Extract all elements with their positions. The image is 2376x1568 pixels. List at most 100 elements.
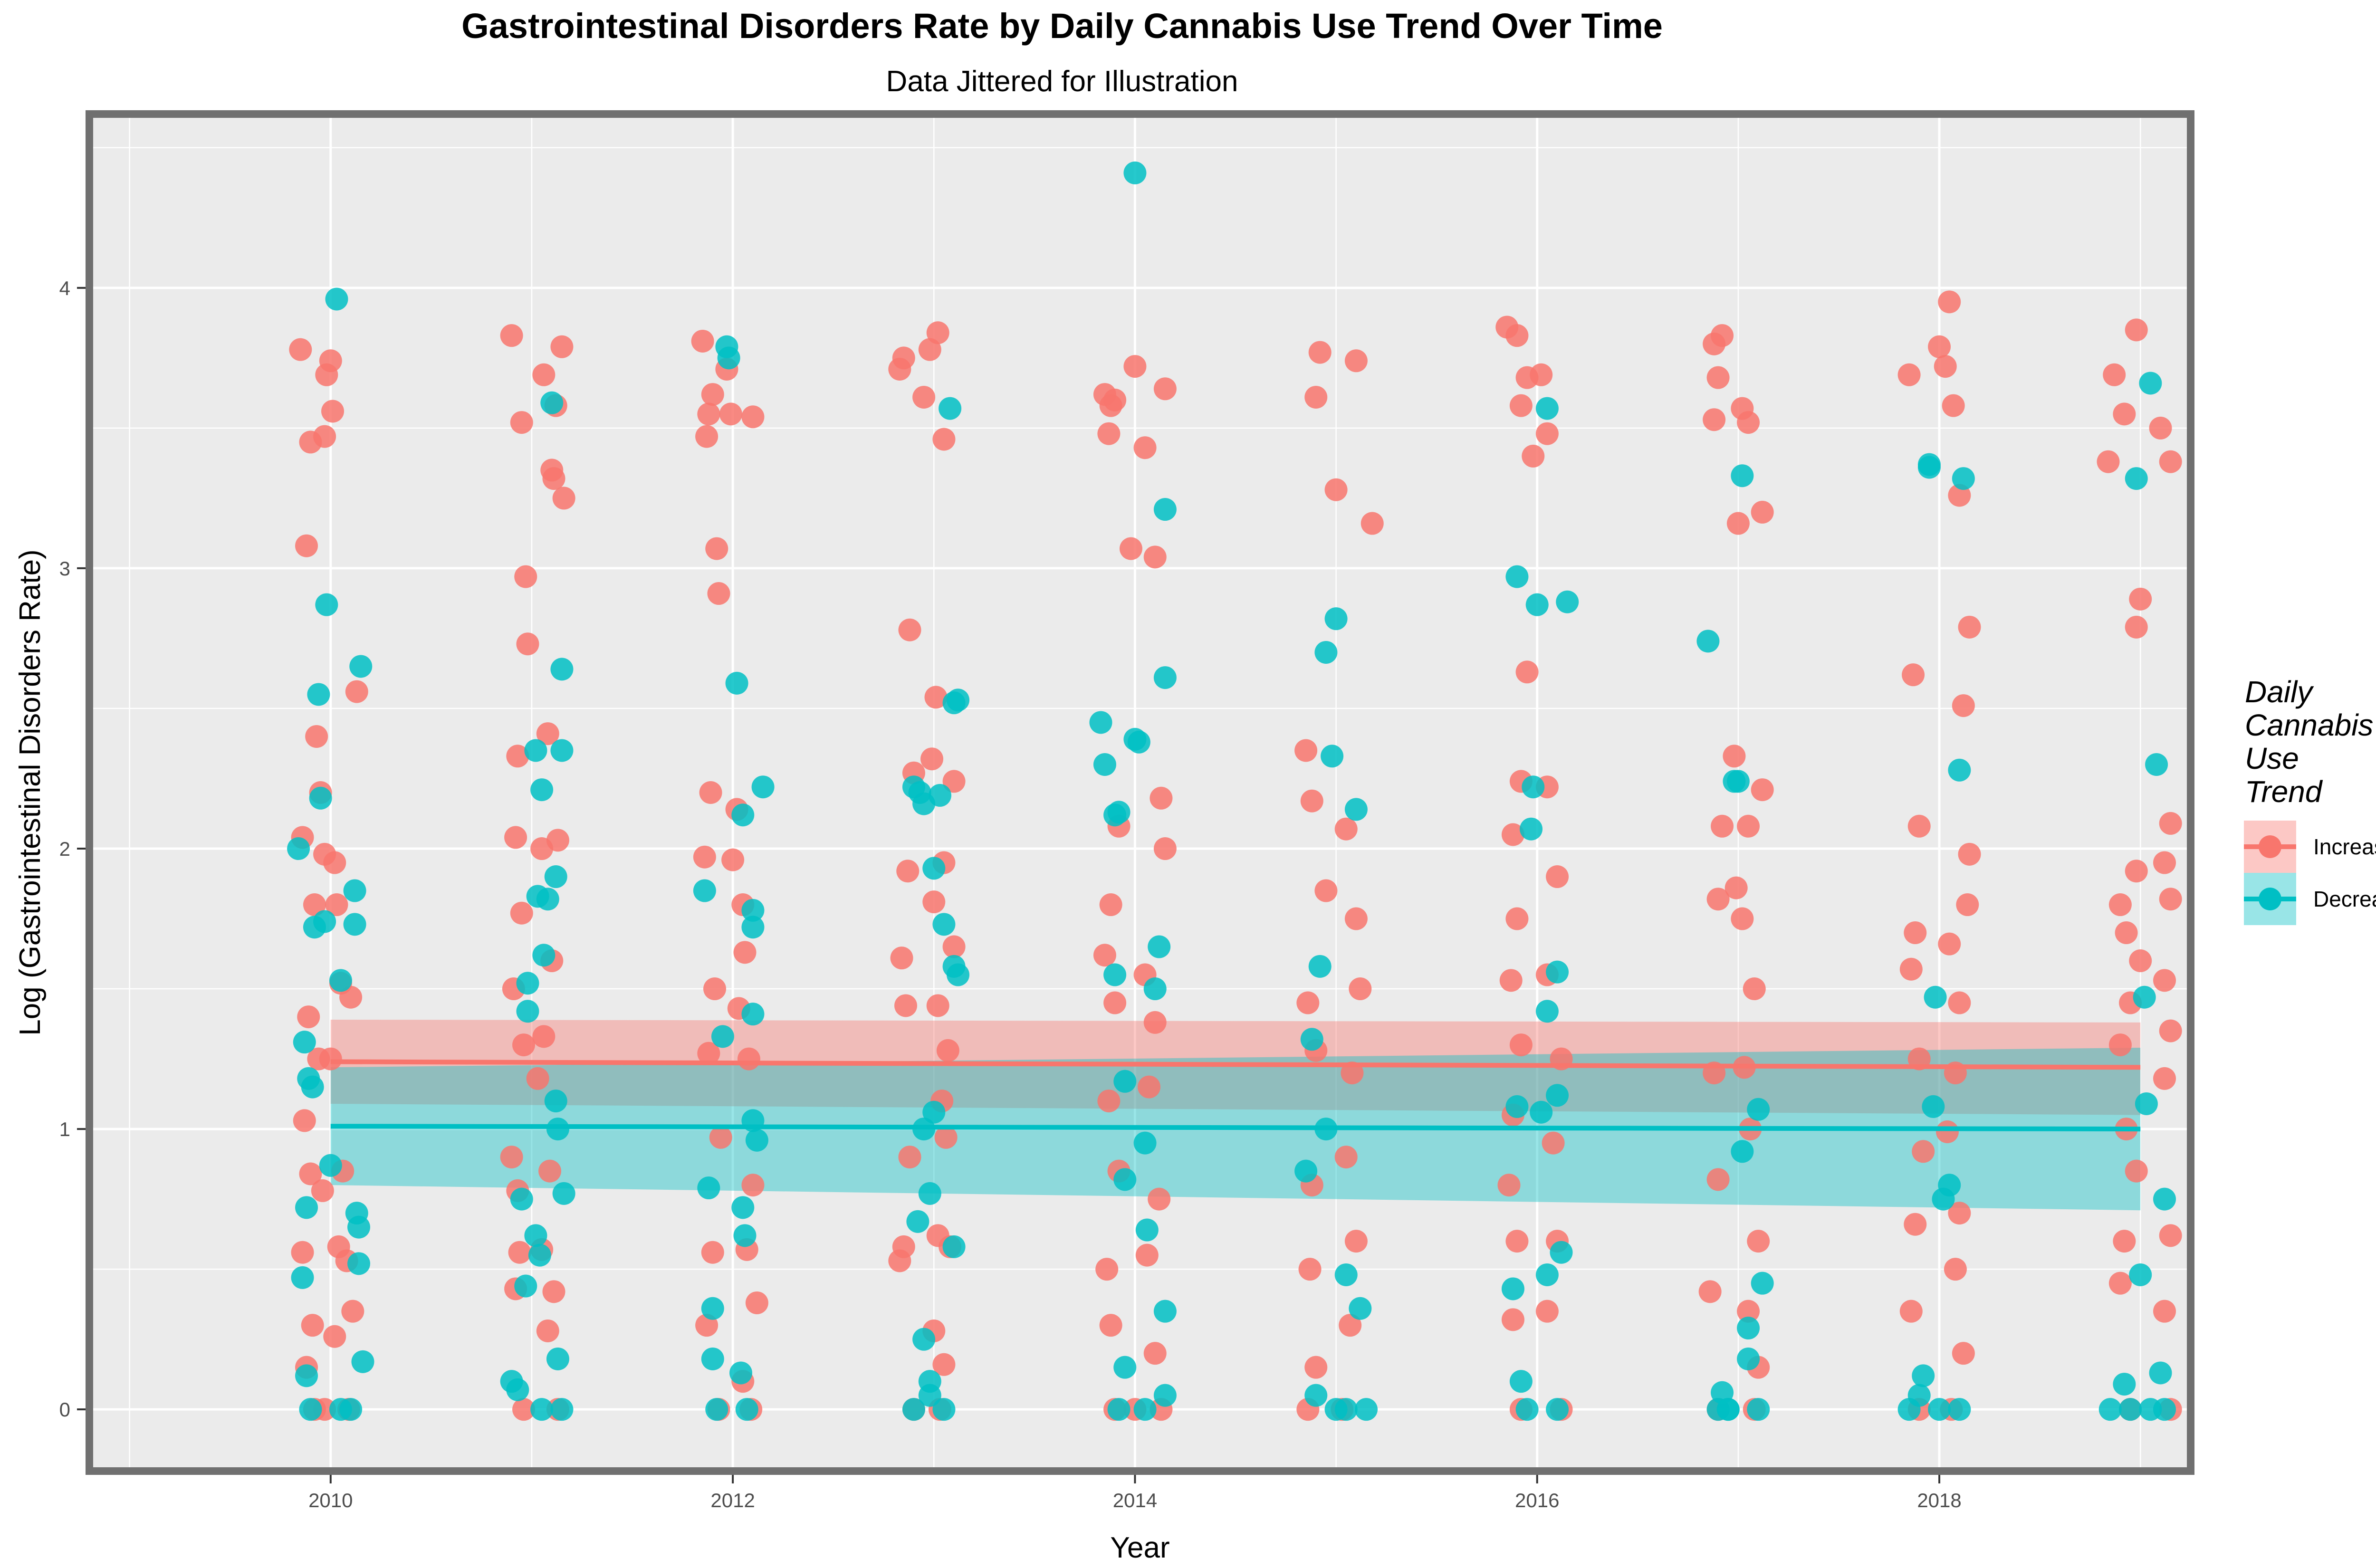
point-increasing [912, 385, 936, 409]
point-decreasing [1148, 935, 1171, 958]
point-increasing [1703, 408, 1726, 431]
point-increasing [315, 363, 338, 386]
legend-key-decreasing-point [2259, 888, 2281, 910]
point-increasing [305, 725, 328, 748]
point-increasing [1143, 1342, 1167, 1365]
point-increasing [514, 565, 537, 588]
point-decreasing [939, 397, 962, 420]
point-decreasing [1747, 1098, 1770, 1121]
point-increasing [691, 329, 714, 353]
point-decreasing [711, 1025, 734, 1048]
point-increasing [1899, 957, 1923, 981]
legend: Daily Cannabis Use Trend Increasing Decr… [2244, 675, 2376, 925]
point-decreasing [1093, 753, 1116, 776]
point-increasing [699, 781, 722, 804]
y-tick-label: 3 [59, 557, 70, 580]
point-decreasing [287, 837, 310, 860]
point-increasing [2125, 1159, 2148, 1183]
point-decreasing [1324, 607, 1348, 631]
point-increasing [1143, 1011, 1167, 1034]
point-decreasing [922, 857, 946, 880]
point-decreasing [343, 879, 366, 902]
x-tick-label: 2010 [308, 1489, 353, 1511]
point-increasing [1103, 991, 1127, 1014]
point-increasing [737, 1047, 760, 1071]
point-increasing [532, 1025, 556, 1048]
point-increasing [345, 680, 368, 703]
point-decreasing [313, 910, 336, 933]
point-decreasing [1123, 727, 1147, 751]
point-increasing [1546, 865, 1569, 889]
point-decreasing [912, 1328, 936, 1351]
point-increasing [297, 1005, 320, 1029]
point-decreasing [1737, 1317, 1760, 1340]
point-increasing [1944, 1258, 1967, 1281]
point-increasing [741, 405, 765, 429]
point-decreasing [1938, 1174, 1961, 1197]
point-increasing [1093, 944, 1116, 967]
point-increasing [1097, 422, 1121, 445]
point-increasing [1751, 778, 1774, 802]
point-increasing [1103, 388, 1127, 411]
point-increasing [536, 1319, 559, 1342]
chart-title: Gastrointestinal Disorders Rate by Daily… [461, 6, 1663, 46]
point-increasing [707, 582, 730, 605]
point-decreasing [301, 1075, 324, 1099]
point-decreasing [1300, 1028, 1323, 1051]
point-increasing [1349, 977, 1372, 1001]
point-decreasing [524, 1224, 547, 1247]
point-decreasing [2153, 1398, 2176, 1421]
x-tick-label: 2018 [1917, 1489, 1961, 1511]
point-increasing [920, 747, 944, 771]
point-increasing [926, 321, 949, 344]
legend-title-line-2: Cannabis [2245, 708, 2373, 742]
point-decreasing [693, 879, 716, 902]
point-increasing [323, 1325, 346, 1348]
point-increasing [550, 335, 574, 358]
y-tick-label: 4 [59, 277, 70, 299]
point-decreasing [347, 1252, 371, 1275]
point-increasing [295, 534, 318, 557]
point-decreasing [741, 899, 765, 922]
point-increasing [313, 425, 336, 448]
point-decreasing [329, 969, 352, 992]
point-decreasing [1907, 1384, 1931, 1407]
point-decreasing [339, 1398, 363, 1421]
point-increasing [1314, 879, 1338, 902]
point-decreasing [1153, 1300, 1177, 1323]
point-decreasing [1314, 641, 1338, 664]
point-decreasing [922, 1100, 946, 1124]
point-decreasing [947, 688, 970, 712]
point-decreasing [1751, 1272, 1774, 1295]
point-increasing [2159, 1019, 2182, 1042]
point-increasing [1958, 842, 1981, 866]
point-increasing [1942, 394, 1965, 417]
legend-label-increasing: Increasing [2313, 834, 2376, 859]
point-increasing [1304, 1356, 1328, 1379]
point-increasing [311, 1179, 334, 1202]
point-increasing [1723, 745, 1746, 768]
x-tick-label: 2016 [1515, 1489, 1559, 1511]
point-increasing [1698, 1280, 1722, 1303]
point-increasing [888, 1249, 911, 1272]
point-decreasing [530, 778, 554, 802]
point-increasing [1143, 545, 1167, 569]
point-decreasing [2145, 753, 2168, 776]
point-increasing [2159, 450, 2182, 473]
point-increasing [2129, 949, 2152, 973]
legend-title-line-3: Use [2245, 741, 2299, 775]
point-decreasing [347, 1215, 371, 1239]
point-increasing [934, 1126, 958, 1149]
point-increasing [1360, 512, 1384, 535]
point-decreasing [2129, 1263, 2152, 1286]
point-increasing [745, 1291, 768, 1314]
x-axis-label: Year [1110, 1531, 1169, 1564]
point-decreasing [1535, 397, 1559, 420]
point-increasing [1711, 814, 1734, 838]
point-increasing [2113, 402, 2136, 426]
point-increasing [1952, 694, 1975, 717]
point-increasing [500, 324, 523, 347]
point-decreasing [540, 391, 564, 414]
point-increasing [703, 977, 727, 1001]
